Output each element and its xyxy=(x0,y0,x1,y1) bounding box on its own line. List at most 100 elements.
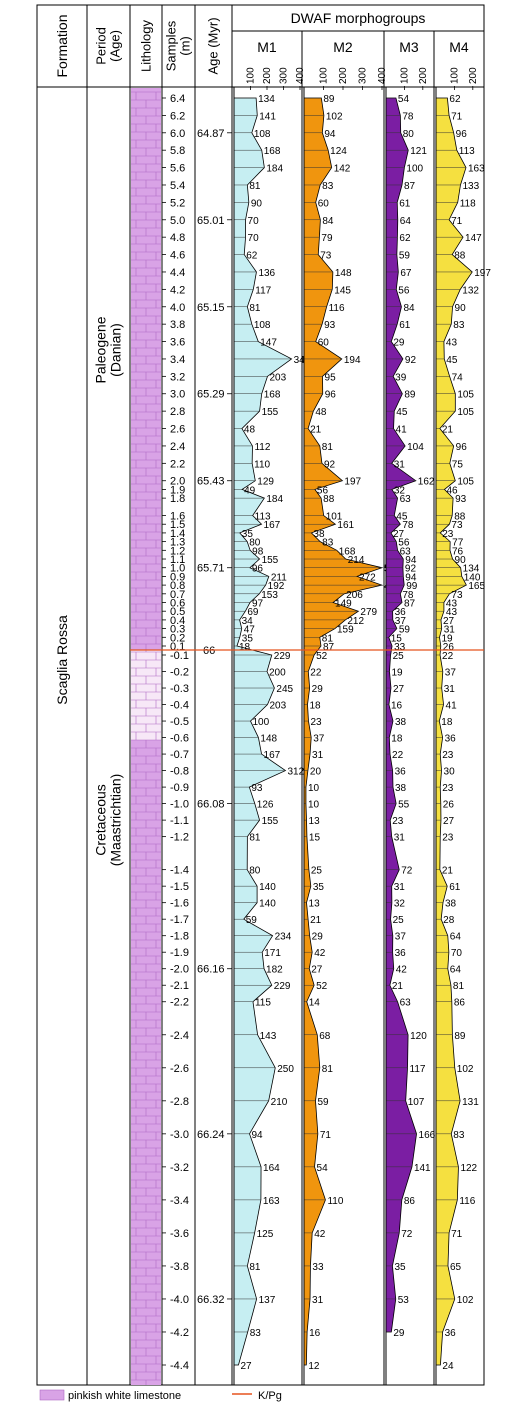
value-label-m1: 125 xyxy=(257,1229,274,1240)
value-label-m3: 37 xyxy=(395,616,407,627)
value-label-m1: 349 xyxy=(294,355,311,366)
value-label-m4: 165 xyxy=(468,581,485,592)
value-label-m4: 24 xyxy=(442,1361,454,1372)
value-label-m3: 19 xyxy=(391,668,403,679)
value-label-m1: 93 xyxy=(251,783,263,794)
sample-label: 6.4 xyxy=(170,93,185,105)
formation-header: Formation xyxy=(54,14,70,77)
sample-label: 0.8 xyxy=(170,580,185,592)
value-label-m1: 112 xyxy=(254,442,270,453)
value-label-m1: 81 xyxy=(249,303,261,314)
value-label-m4: 31 xyxy=(444,625,456,636)
value-label-m1: 48 xyxy=(244,425,256,436)
value-label-m2: 197 xyxy=(344,477,361,488)
value-label-m4: 102 xyxy=(457,1295,474,1306)
value-label-m3: 59 xyxy=(399,251,411,262)
value-label-m1: 153 xyxy=(261,590,278,601)
value-label-m2: 84 xyxy=(322,216,334,227)
area-m3 xyxy=(385,97,417,1333)
sample-label: 5.8 xyxy=(170,145,185,157)
value-label-m1: 18 xyxy=(239,642,251,653)
value-label-m3: 87 xyxy=(404,181,416,192)
value-label-m3: 35 xyxy=(394,1262,406,1273)
value-label-m2: 124 xyxy=(330,146,347,157)
value-label-m1: 136 xyxy=(258,268,275,279)
value-label-m3: 45 xyxy=(396,512,408,523)
value-label-m3: 31 xyxy=(394,882,406,893)
value-label-m2: 22 xyxy=(310,668,322,679)
value-label-m3: 27 xyxy=(393,529,405,540)
value-label-m2: 27 xyxy=(311,965,323,976)
value-label-m4: 163 xyxy=(468,164,485,175)
sample-label: -0.1 xyxy=(170,650,189,662)
value-label-m4: 134 xyxy=(463,564,480,575)
samples-header-line: Samples xyxy=(164,20,179,71)
x-tick-m2: 100 xyxy=(319,67,330,84)
value-label-m2: 52 xyxy=(316,981,328,992)
value-label-m2: 52 xyxy=(316,651,328,662)
sample-label: 4.8 xyxy=(170,232,185,244)
sample-label: -1.6 xyxy=(170,898,189,910)
value-label-m2: 23 xyxy=(310,717,322,728)
value-label-m2: 161 xyxy=(337,520,354,531)
value-label-m3: 162 xyxy=(418,477,435,488)
sample-label: -3.6 xyxy=(170,1228,189,1240)
value-label-m3: 25 xyxy=(393,915,405,926)
value-label-m1: 117 xyxy=(255,285,271,296)
value-label-m4: 62 xyxy=(449,94,461,105)
value-label-m1: 98 xyxy=(252,546,264,557)
value-label-m3: 56 xyxy=(398,285,410,296)
value-label-m1: 143 xyxy=(260,1031,277,1042)
sample-label: 0.5 xyxy=(170,606,185,618)
lithology-header: Lithology xyxy=(139,19,154,72)
x-tick-m3: 100 xyxy=(399,67,410,84)
series-name-m1: M1 xyxy=(257,39,277,55)
value-label-m4: 61 xyxy=(449,882,461,893)
sample-label: -4.0 xyxy=(170,1294,189,1306)
value-label-m2: 94 xyxy=(324,129,336,140)
value-label-m4: 88 xyxy=(454,251,466,262)
period-label-paleogene: Paleogene (Danian) xyxy=(92,316,123,383)
value-label-m2: 21 xyxy=(310,425,322,436)
value-label-m2: 142 xyxy=(334,164,351,175)
period-label-cretaceous-line: (Maastrichtian) xyxy=(107,774,123,867)
x-tick-label: 200 xyxy=(468,67,479,84)
value-label-m3: 166 xyxy=(419,1130,436,1141)
value-label-m1: 184 xyxy=(266,494,283,505)
value-label-m3: 25 xyxy=(393,651,405,662)
series-name-m3: M3 xyxy=(399,39,419,55)
value-label-m4: 46 xyxy=(446,485,458,496)
x-tick-label: 400 xyxy=(377,67,388,84)
value-label-m1: 167 xyxy=(264,520,281,531)
value-label-m1: 245 xyxy=(276,684,293,695)
sample-label: -1.9 xyxy=(170,947,189,959)
value-label-m4: 83 xyxy=(453,320,465,331)
value-label-m1: 168 xyxy=(264,390,281,401)
sample-label: 6.0 xyxy=(170,128,185,140)
value-label-m3: 32 xyxy=(394,485,406,496)
period-label-paleogene-line: (Danian) xyxy=(107,323,123,377)
value-label-m2: 33 xyxy=(312,1262,324,1273)
sample-label: -3.4 xyxy=(170,1195,189,1207)
value-label-m3: 72 xyxy=(401,1229,413,1240)
value-label-m3: 38 xyxy=(395,783,407,794)
value-label-m1: 81 xyxy=(249,833,261,844)
age-label: 65.71 xyxy=(197,563,225,575)
x-tick-m2: 200 xyxy=(338,67,349,84)
age-label: 65.29 xyxy=(197,389,225,401)
value-label-m2: 10 xyxy=(308,783,320,794)
sample-label: -1.0 xyxy=(170,799,189,811)
value-label-m4: 18 xyxy=(441,717,453,728)
age-label: 65.01 xyxy=(197,215,225,227)
value-label-m2: 206 xyxy=(346,590,363,601)
value-label-m3: 32 xyxy=(394,899,406,910)
value-label-m1: 90 xyxy=(251,198,263,209)
value-label-m3: 67 xyxy=(400,268,412,279)
x-tick-m4: 200 xyxy=(468,67,479,84)
age-label: 66.16 xyxy=(197,964,225,976)
sample-label: -0.4 xyxy=(170,700,189,712)
sample-label: 0.4 xyxy=(170,615,185,627)
value-label-m4: 23 xyxy=(442,750,454,761)
value-label-m2: 96 xyxy=(325,390,337,401)
value-label-m2: 89 xyxy=(323,94,335,105)
